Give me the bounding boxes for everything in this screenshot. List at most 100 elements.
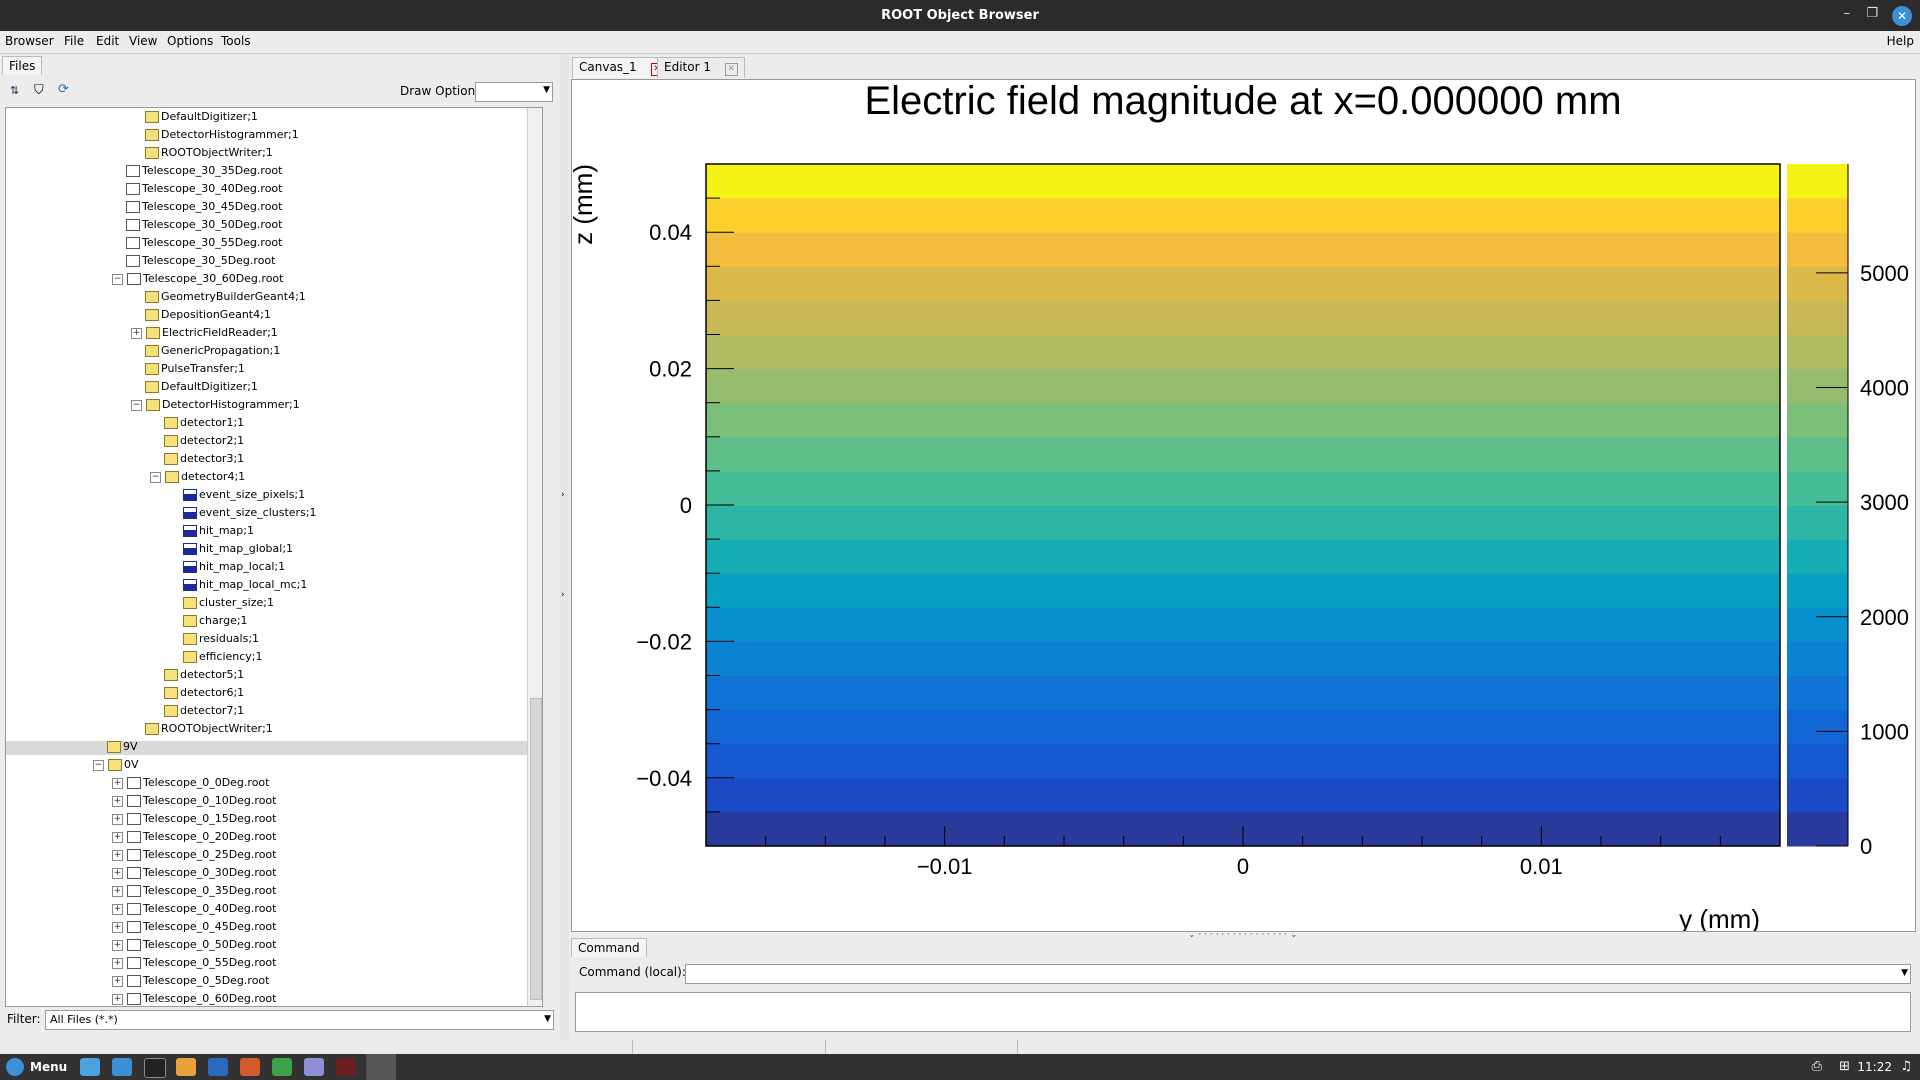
- tab-files[interactable]: Files: [2, 56, 43, 75]
- tree-item[interactable]: + Telescope_0_5Deg.root: [112, 974, 269, 992]
- menu-edit[interactable]: Edit: [96, 34, 120, 48]
- tree-item[interactable]: + Telescope_0_25Deg.root: [112, 848, 276, 866]
- tree-item[interactable]: DetectorHistogrammer;1: [145, 128, 299, 146]
- heatmap-plot[interactable]: Electric field magnitude at x=0.000000 m…: [568, 79, 1915, 934]
- splitter[interactable]: › ›: [560, 54, 569, 1040]
- tab-command[interactable]: Command: [571, 938, 647, 957]
- maximize-icon[interactable]: ❐: [1866, 6, 1878, 21]
- tree-item[interactable]: 9V: [107, 740, 138, 758]
- start-menu-icon[interactable]: [6, 1058, 24, 1076]
- text-editor-icon[interactable]: [304, 1058, 324, 1076]
- tree-item[interactable]: + Telescope_0_15Deg.root: [112, 812, 276, 830]
- filter-select[interactable]: All Files (*.*) ▼: [45, 1010, 554, 1030]
- tree-item[interactable]: Telescope_30_45Deg.root: [126, 200, 282, 218]
- tree-item[interactable]: + Telescope_0_45Deg.root: [112, 920, 276, 938]
- collapse-icon[interactable]: −: [112, 273, 123, 285]
- tree-item[interactable]: charge;1: [183, 614, 248, 632]
- tree-item[interactable]: + Telescope_0_55Deg.root: [112, 956, 276, 974]
- close-tab-icon[interactable]: ✕: [724, 63, 738, 76]
- tree-item[interactable]: residuals;1: [183, 632, 259, 650]
- tree-item[interactable]: detector5;1: [164, 668, 244, 686]
- tree-item[interactable]: hit_map_local_mc;1: [183, 578, 307, 596]
- expand-icon[interactable]: +: [112, 939, 123, 951]
- tree-item[interactable]: + Telescope_0_35Deg.root: [112, 884, 276, 902]
- refresh-icon[interactable]: ⟳: [58, 82, 69, 97]
- collapse-icon[interactable]: −: [150, 471, 161, 483]
- expand-icon[interactable]: +: [112, 795, 123, 807]
- tree-item[interactable]: efficiency;1: [183, 650, 263, 668]
- tree-item[interactable]: + Telescope_0_30Deg.root: [112, 866, 276, 884]
- tree-item[interactable]: event_size_pixels;1: [183, 488, 305, 506]
- expand-icon[interactable]: +: [112, 921, 123, 933]
- menu-browser[interactable]: Browser: [5, 34, 54, 48]
- expand-icon[interactable]: +: [112, 903, 123, 915]
- start-menu-label[interactable]: Menu: [30, 1060, 68, 1074]
- expand-icon[interactable]: +: [112, 885, 123, 897]
- tree-scrollbar[interactable]: [527, 108, 542, 1006]
- app-icon[interactable]: [336, 1058, 356, 1076]
- tree-item[interactable]: + ElectricFieldReader;1: [131, 326, 278, 344]
- tree-item[interactable]: + Telescope_0_40Deg.root: [112, 902, 276, 920]
- tree-item[interactable]: detector7;1: [164, 704, 244, 722]
- tree-item[interactable]: DefaultDigitizer;1: [145, 110, 258, 128]
- tab-editor[interactable]: Editor 1 ✕: [657, 57, 745, 78]
- sound-icon[interactable]: ♫: [1900, 1059, 1912, 1074]
- tree-item[interactable]: detector1;1: [164, 416, 244, 434]
- expand-icon[interactable]: +: [112, 867, 123, 879]
- minimize-icon[interactable]: –: [1843, 6, 1851, 21]
- tree-item[interactable]: detector6;1: [164, 686, 244, 704]
- r-icon[interactable]: [208, 1058, 228, 1076]
- menu-help[interactable]: Help: [1886, 34, 1914, 48]
- tree-item[interactable]: + Telescope_0_50Deg.root: [112, 938, 276, 956]
- tree-item[interactable]: detector2;1: [164, 434, 244, 452]
- expand-icon[interactable]: +: [112, 813, 123, 825]
- close-icon[interactable]: ✕: [1892, 6, 1912, 26]
- terminal-icon[interactable]: [144, 1058, 166, 1078]
- browser-icon[interactable]: [176, 1058, 196, 1076]
- tree-item[interactable]: Telescope_30_5Deg.root: [126, 254, 275, 272]
- expand-icon[interactable]: +: [112, 849, 123, 861]
- tree-item[interactable]: DepositionGeant4;1: [145, 308, 271, 326]
- tree-item[interactable]: − detector4;1: [150, 470, 245, 488]
- sort-icon[interactable]: ⇅: [10, 84, 20, 97]
- files-icon[interactable]: [112, 1058, 132, 1076]
- menu-view[interactable]: View: [129, 34, 158, 48]
- tree-item[interactable]: cluster_size;1: [183, 596, 274, 614]
- spreadsheet-icon[interactable]: [272, 1058, 292, 1076]
- expand-icon[interactable]: +: [112, 993, 123, 1005]
- command-input[interactable]: ▼: [685, 964, 1911, 984]
- draw-option-select[interactable]: ▼: [475, 82, 553, 102]
- tree-item[interactable]: ROOTObjectWriter;1: [145, 146, 273, 164]
- tree-item[interactable]: Telescope_30_50Deg.root: [126, 218, 282, 236]
- tree-item[interactable]: GeometryBuilderGeant4;1: [145, 290, 306, 308]
- tree-item[interactable]: − 0V: [93, 758, 139, 776]
- tree-item[interactable]: − DetectorHistogrammer;1: [131, 398, 300, 416]
- collapse-icon[interactable]: −: [131, 399, 142, 411]
- root-canvas[interactable]: Electric field magnitude at x=0.000000 m…: [568, 79, 1916, 934]
- expand-icon[interactable]: +: [112, 777, 123, 789]
- tab-canvas[interactable]: Canvas_1 ✕: [572, 57, 671, 78]
- tree-item[interactable]: hit_map;1: [183, 524, 254, 542]
- scrollbar-thumb[interactable]: [530, 698, 542, 1000]
- tree-item[interactable]: PulseTransfer;1: [145, 362, 245, 380]
- tree-item[interactable]: Telescope_30_35Deg.root: [126, 164, 282, 182]
- splitter-handle[interactable]: ⌄ · · · · · · · · · · · · · · · · ⌄: [1188, 930, 1298, 940]
- tree-item[interactable]: Telescope_30_40Deg.root: [126, 182, 282, 200]
- menu-file[interactable]: File: [64, 34, 85, 48]
- menu-tools[interactable]: Tools: [221, 34, 251, 48]
- tree-item[interactable]: hit_map_global;1: [183, 542, 293, 560]
- menu-options[interactable]: Options: [167, 34, 214, 48]
- command-output[interactable]: [575, 992, 1911, 1032]
- desktop-icon[interactable]: [80, 1058, 100, 1076]
- active-window-button[interactable]: [366, 1054, 396, 1080]
- tree-item[interactable]: − Telescope_30_60Deg.root: [112, 272, 283, 290]
- presentation-icon[interactable]: [240, 1058, 260, 1076]
- tree-item[interactable]: Telescope_30_55Deg.root: [126, 236, 282, 254]
- tree-item[interactable]: ROOTObjectWriter;1: [145, 722, 273, 740]
- tree-item[interactable]: + Telescope_0_0Deg.root: [112, 776, 269, 794]
- expand-icon[interactable]: +: [112, 831, 123, 843]
- network-icon[interactable]: ⊞: [1839, 1059, 1850, 1074]
- expand-icon[interactable]: +: [112, 975, 123, 987]
- tree-item[interactable]: + Telescope_0_10Deg.root: [112, 794, 276, 812]
- expand-icon[interactable]: +: [131, 327, 142, 339]
